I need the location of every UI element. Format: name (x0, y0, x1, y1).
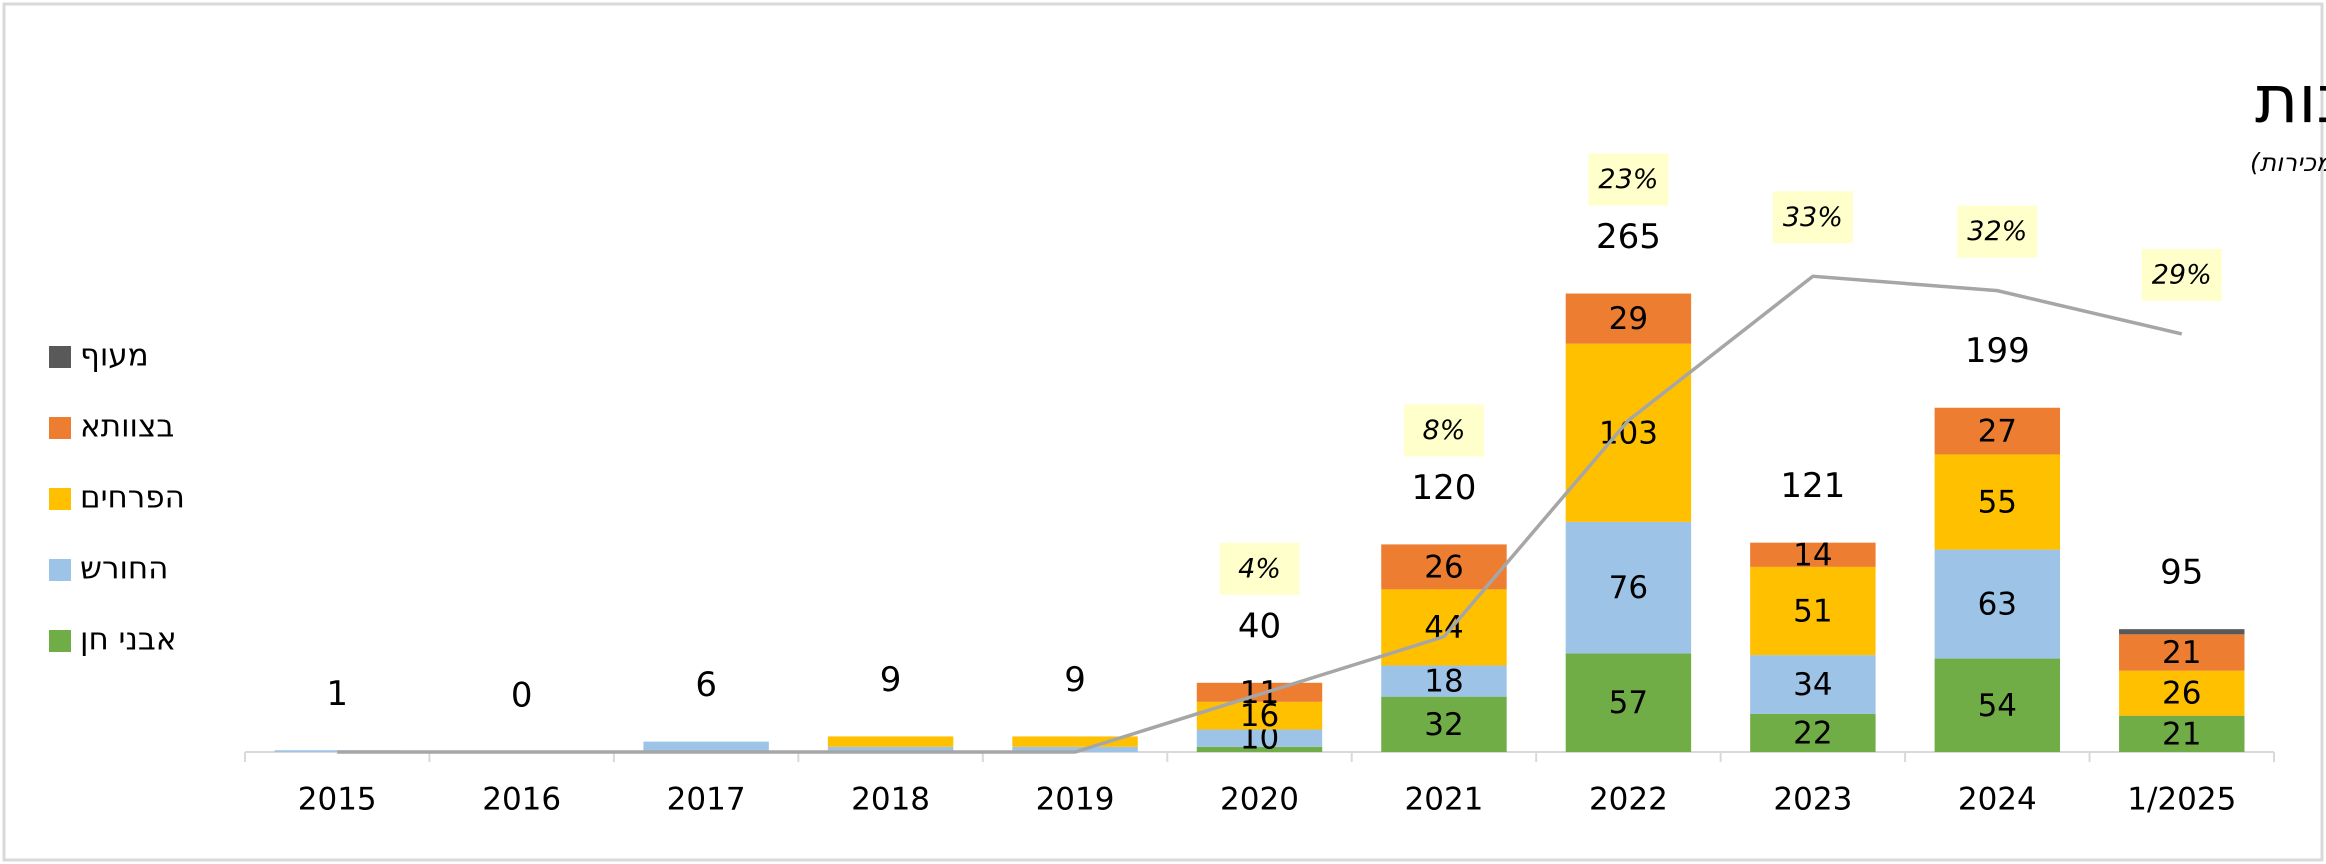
legend-swatch (49, 346, 71, 368)
data-label: 22 (1793, 715, 1832, 751)
x-tick-label: 1/2025 (2127, 782, 2236, 818)
x-tick-label: 2021 (1405, 782, 1484, 818)
x-tick-label: 2024 (1958, 782, 2037, 818)
bar-segment (827, 746, 954, 752)
chart-subtitle: (% - מתוך סך המכירות) (2250, 148, 2326, 177)
bar-segment (2119, 670, 2245, 716)
bar-segment (1934, 658, 2061, 752)
bar-segment (1750, 566, 1876, 656)
legend-label: בצוותא (80, 409, 174, 445)
bar-segment (1565, 521, 1692, 654)
share-label: 8% (1423, 415, 1466, 446)
data-label: 54 (1978, 688, 2017, 724)
bar-segment (1934, 549, 2061, 659)
bar-segment (1381, 544, 1507, 590)
x-tick-label: 2018 (851, 782, 930, 818)
share-label-box (1772, 191, 1853, 244)
x-tick-label: 2022 (1589, 782, 1668, 818)
x-tick-label: 2023 (1773, 782, 1852, 818)
legend-swatch (49, 630, 71, 652)
data-label: 21 (2162, 635, 2201, 671)
data-label: 51 (1793, 594, 1832, 630)
share-label: 32% (1967, 216, 2027, 247)
share-label-box (2141, 248, 2222, 301)
data-label: 76 (1609, 570, 1648, 606)
bar-segment (1196, 746, 1323, 752)
share-label: 4% (1238, 553, 1281, 584)
chart-title: דירות שנמכרו במחיר גבוה מ 1.7 מיליון ש"ח… (2255, 61, 2326, 138)
data-label: 27 (1978, 414, 2017, 450)
bar-segment (1565, 343, 1692, 522)
bar-segment (1196, 682, 1323, 702)
data-label: 55 (1978, 485, 2017, 521)
total-label: 9 (880, 660, 902, 700)
data-label: 57 (1609, 685, 1648, 721)
bar-segment (1934, 454, 2061, 550)
data-label: 34 (1793, 667, 1832, 703)
share-label: 33% (1783, 202, 1843, 233)
data-label: 26 (1424, 549, 1463, 585)
total-label: 265 (1596, 217, 1661, 257)
bar-segment (1750, 542, 1876, 567)
legend-label: מעוף (80, 338, 149, 374)
total-label: 199 (1965, 331, 2030, 371)
bar-segment (1565, 293, 1692, 344)
x-tick-label: 2015 (298, 782, 377, 818)
legend-swatch (49, 488, 71, 510)
data-label: 29 (1609, 301, 1648, 337)
share-label-box (1219, 542, 1300, 595)
data-label: 18 (1424, 664, 1463, 700)
total-label: 40 (1238, 606, 1281, 646)
legend-swatch (49, 559, 71, 581)
data-label: 26 (2162, 676, 2201, 712)
bar-segment (1012, 746, 1138, 752)
data-label: 16 (1240, 698, 1279, 734)
bar-segment (1934, 407, 2061, 455)
legend-label: אבני חן (80, 622, 177, 658)
bar-segment (1750, 655, 1876, 714)
data-label: 21 (2162, 716, 2201, 752)
total-label: 121 (1780, 466, 1845, 506)
x-tick-label: 2017 (667, 782, 746, 818)
bar-segment (1565, 653, 1692, 752)
x-tick-label: 2016 (482, 782, 561, 818)
total-label: 6 (695, 665, 717, 705)
x-tick-label: 2019 (1036, 782, 1115, 818)
share-label-box (1403, 404, 1484, 457)
total-label: 1 (326, 674, 348, 714)
legend-label: החורש (80, 551, 168, 587)
total-label: 95 (2160, 553, 2203, 593)
bar-segment (1381, 665, 1507, 697)
bar-segment (1196, 729, 1323, 747)
data-label: 63 (1978, 587, 2017, 623)
total-label: 120 (1412, 468, 1477, 508)
bar-segment (827, 736, 954, 747)
legend-label: הפרחים (80, 480, 185, 516)
legend-swatch (49, 417, 71, 439)
x-tick-label: 2020 (1220, 782, 1299, 818)
bar-segment (1381, 696, 1507, 752)
share-label: 23% (1598, 164, 1658, 195)
bar-segment (1012, 736, 1138, 747)
total-label: 0 (511, 676, 533, 716)
data-label: 14 (1793, 537, 1832, 573)
data-label: 32 (1424, 707, 1463, 743)
bar-segment (1381, 589, 1507, 666)
share-line (337, 274, 2183, 754)
share-label-box (1588, 153, 1669, 206)
bar-segment (1750, 713, 1876, 752)
total-label: 9 (1064, 660, 1086, 700)
share-label-box (1957, 205, 2038, 258)
bar-segment (2119, 715, 2245, 752)
bar-segment (2119, 634, 2245, 671)
bar-segment (643, 741, 769, 752)
bar-segment (2119, 629, 2245, 635)
share-label: 29% (2152, 259, 2212, 290)
